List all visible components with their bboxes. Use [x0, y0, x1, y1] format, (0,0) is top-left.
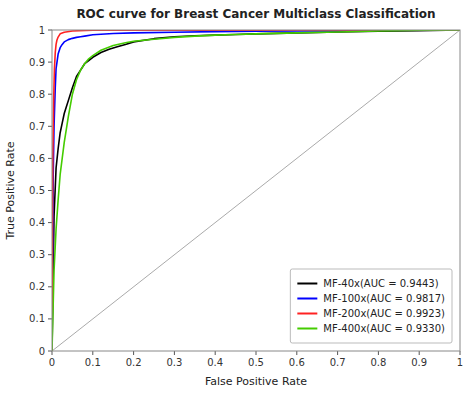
- y-tick-label: 0.4: [29, 217, 45, 228]
- x-tick-label: 0.1: [85, 357, 101, 368]
- x-tick-label: 0.3: [166, 357, 182, 368]
- y-tick-label: 0.8: [29, 89, 45, 100]
- y-tick-label: 0.5: [29, 185, 45, 196]
- x-axis-label: False Positive Rate: [205, 375, 307, 388]
- y-tick: [48, 30, 52, 31]
- legend-swatch: [297, 328, 317, 330]
- y-tick-label: 1: [39, 25, 45, 36]
- x-tick-label: 0.9: [411, 357, 427, 368]
- legend-swatch: [297, 298, 317, 300]
- x-tick: [215, 351, 216, 355]
- roc-curve: [52, 30, 460, 351]
- x-tick: [460, 351, 461, 355]
- plot-frame: [52, 30, 460, 351]
- roc-curve: [52, 30, 460, 351]
- x-tick: [378, 351, 379, 355]
- legend: MF-40x(AUC = 0.9443) MF-100x(AUC = 0.9817…: [290, 269, 452, 343]
- plot-background: [52, 30, 460, 351]
- legend-swatch: [297, 283, 317, 285]
- y-tick-label: 0.3: [29, 249, 45, 260]
- y-tick-label: 0.1: [29, 313, 45, 324]
- y-tick: [48, 351, 52, 352]
- x-tick: [419, 351, 420, 355]
- y-tick: [48, 158, 52, 159]
- legend-swatch: [297, 313, 317, 315]
- legend-label: MF-100x(AUC = 0.9817): [323, 293, 445, 304]
- plot-area: [52, 30, 460, 351]
- y-tick-label: 0.2: [29, 281, 45, 292]
- x-tick-label: 0: [49, 357, 55, 368]
- y-tick-label: 0.9: [29, 57, 45, 68]
- x-tick-label: 0.5: [248, 357, 264, 368]
- x-tick: [174, 351, 175, 355]
- x-tick-label: 0.7: [330, 357, 346, 368]
- x-tick-label: 0.4: [207, 357, 223, 368]
- y-tick: [48, 286, 52, 287]
- y-tick-label: 0.6: [29, 153, 45, 164]
- axes: 0 0.1 0.2 0.3 0.4 0.5 0.6 0.7 0.8 0.9 1 0 0.1 0.2 0.3 0…: [29, 25, 463, 369]
- y-tick: [48, 94, 52, 95]
- x-tick: [296, 351, 297, 355]
- y-tick: [48, 222, 52, 223]
- roc-curve: [52, 30, 460, 351]
- reference-line: [52, 30, 460, 351]
- x-tick: [92, 351, 93, 355]
- y-tick-label: 0: [39, 346, 45, 357]
- legend-box: [290, 269, 452, 343]
- y-axis-label: True Positive Rate: [4, 141, 17, 240]
- roc-curve: [52, 30, 460, 351]
- y-tick: [48, 190, 52, 191]
- x-tick-label: 1: [457, 357, 463, 368]
- y-tick: [48, 254, 52, 255]
- y-tick: [48, 62, 52, 63]
- chart: 0 0.1 0.2 0.3 0.4 0.5 0.6 0.7 0.8 0.9 1 0 0.1 0.2 0.3 0…: [0, 0, 474, 395]
- x-tick-label: 0.6: [289, 357, 305, 368]
- x-tick: [52, 351, 53, 355]
- legend-label: MF-400x(AUC = 0.9330): [323, 323, 445, 334]
- title: ROC curve for Breast Cancer Multiclass C…: [76, 7, 435, 21]
- x-tick-label: 0.2: [126, 357, 142, 368]
- y-tick: [48, 126, 52, 127]
- y-tick: [48, 318, 52, 319]
- x-tick: [133, 351, 134, 355]
- y-tick-label: 0.7: [29, 121, 45, 132]
- x-tick: [337, 351, 338, 355]
- legend-label: MF-40x(AUC = 0.9443): [323, 278, 438, 289]
- x-tick-label: 0.8: [370, 357, 386, 368]
- legend-label: MF-200x(AUC = 0.9923): [323, 308, 445, 319]
- x-tick: [256, 351, 257, 355]
